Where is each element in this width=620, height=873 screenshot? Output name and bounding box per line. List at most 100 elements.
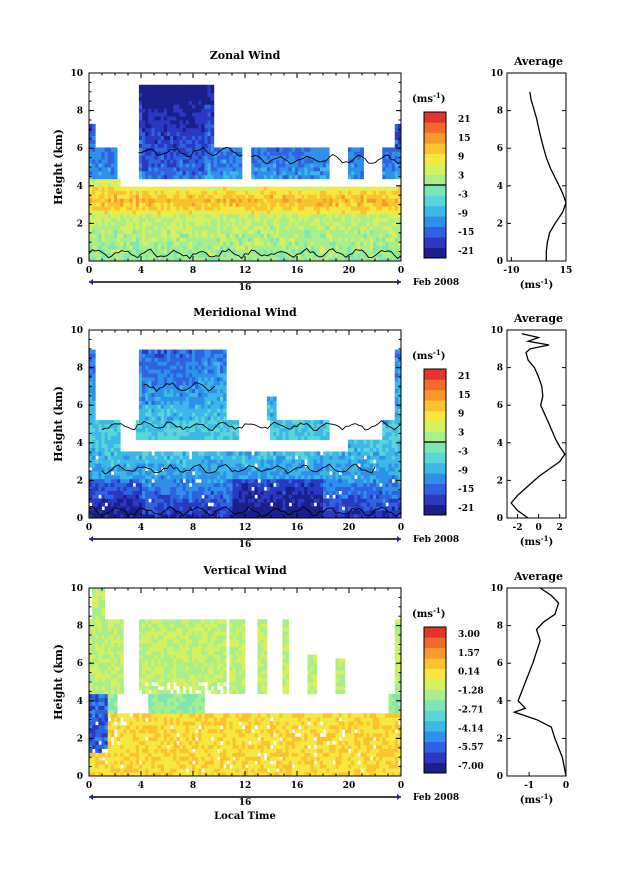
- heatmap-cell: [210, 84, 215, 90]
- heatmap-cell: [138, 416, 143, 421]
- heatmap-cell: [363, 241, 368, 246]
- heatmap-cell: [126, 451, 130, 456]
- heatmap-cell: [273, 486, 277, 491]
- heatmap-cell: [216, 373, 221, 378]
- heatmap-cell: [98, 435, 102, 441]
- heatmap-cell: [195, 135, 199, 140]
- heatmap-cell: [182, 427, 187, 433]
- heatmap-cell: [163, 174, 168, 180]
- heatmap-cell: [179, 170, 183, 176]
- heatmap-cell: [273, 459, 277, 464]
- heatmap-cell: [201, 506, 205, 511]
- heatmap-cell: [173, 143, 177, 148]
- heatmap-cell: [204, 229, 208, 234]
- heatmap-cell: [160, 131, 165, 137]
- heatmap-cell: [160, 170, 165, 176]
- heatmap-cell: [129, 202, 134, 207]
- heatmap-cell: [179, 249, 183, 254]
- heatmap-cell: [351, 210, 355, 215]
- heatmap-cell: [304, 151, 308, 156]
- heatmap-cell: [266, 498, 271, 503]
- heatmap-cell: [285, 163, 290, 168]
- heatmap-cell: [282, 155, 286, 160]
- heatmap-cell: [188, 139, 193, 144]
- heatmap-cell: [310, 210, 315, 215]
- heatmap-cell: [160, 514, 165, 519]
- heatmap-cell: [138, 380, 143, 386]
- heatmap-cell: [291, 249, 296, 254]
- heatmap-cell: [347, 237, 352, 242]
- heatmap-cell: [397, 159, 402, 164]
- heatmap-cell: [204, 498, 208, 503]
- heatmap-cell: [223, 245, 227, 250]
- heatmap-cell: [163, 369, 168, 374]
- heatmap-cell: [394, 237, 399, 242]
- heatmap-cell: [160, 400, 165, 405]
- heatmap-cell: [157, 396, 162, 401]
- heatmap-cell: [313, 241, 318, 246]
- heatmap-cell: [195, 506, 199, 511]
- heatmap-cell: [226, 455, 230, 460]
- heatmap-cell: [89, 380, 93, 386]
- heatmap-cell: [351, 237, 355, 242]
- heatmap-cell: [198, 233, 202, 238]
- heatmap-cell: [138, 420, 143, 425]
- heatmap-cell: [98, 498, 102, 503]
- heatmap-cell: [263, 241, 268, 246]
- heatmap-cell: [310, 221, 315, 227]
- heatmap-cell: [92, 384, 96, 390]
- heatmap-cell: [229, 506, 233, 511]
- heatmap-cell: [223, 435, 227, 441]
- heatmap-cell: [182, 167, 187, 172]
- heatmap-cell: [160, 392, 165, 397]
- heatmap-cell: [294, 190, 299, 195]
- heatmap-cell: [226, 151, 230, 156]
- heatmap-cell: [117, 241, 121, 246]
- heatmap-cell: [148, 120, 152, 125]
- heatmap-cell: [235, 233, 240, 238]
- heatmap-cell: [154, 412, 159, 417]
- heatmap-cell: [338, 210, 343, 215]
- heatmap-cell: [282, 253, 286, 258]
- heatmap-cell: [260, 167, 265, 172]
- heatmap-cell: [148, 229, 152, 234]
- heatmap-cell: [257, 198, 261, 203]
- heatmap-cell: [98, 233, 102, 238]
- heatmap-cell: [167, 221, 171, 227]
- heatmap-cell: [216, 147, 221, 152]
- heatmap-cell: [279, 202, 283, 207]
- heatmap-cell: [273, 245, 277, 250]
- heatmap-cell: [388, 170, 393, 176]
- heatmap-cell: [160, 380, 165, 386]
- heatmap-cell: [354, 170, 358, 176]
- heatmap-cell: [204, 396, 208, 401]
- heatmap-cell: [226, 498, 230, 503]
- heatmap-cell: [332, 253, 336, 258]
- heatmap-cell: [223, 459, 227, 464]
- heatmap-cell: [188, 412, 193, 417]
- heatmap-cell: [254, 206, 258, 211]
- heatmap-cell: [182, 100, 187, 105]
- heatmap-cell: [363, 229, 368, 234]
- heatmap-cell: [366, 214, 371, 219]
- heatmap-cell: [388, 241, 393, 246]
- heatmap-cell: [123, 467, 127, 472]
- heatmap-cell: [170, 427, 174, 433]
- heatmap-cell: [376, 225, 380, 231]
- heatmap-cell: [326, 163, 330, 168]
- heatmap-cell: [163, 233, 168, 238]
- heatmap-cell: [354, 206, 358, 211]
- heatmap-cell: [182, 377, 187, 382]
- heatmap-cell: [223, 229, 227, 234]
- heatmap-cell: [142, 474, 146, 480]
- heatmap-cell: [323, 194, 327, 199]
- heatmap-cell: [210, 435, 215, 441]
- heatmap-cell: [223, 241, 227, 246]
- heatmap-cell: [176, 424, 180, 429]
- heatmap-cell: [216, 412, 221, 417]
- heatmap-cell: [135, 194, 140, 199]
- heatmap-cell: [223, 490, 227, 495]
- heatmap-cell: [341, 237, 346, 242]
- heatmap-cell: [326, 217, 330, 223]
- heatmap-cell: [126, 190, 130, 195]
